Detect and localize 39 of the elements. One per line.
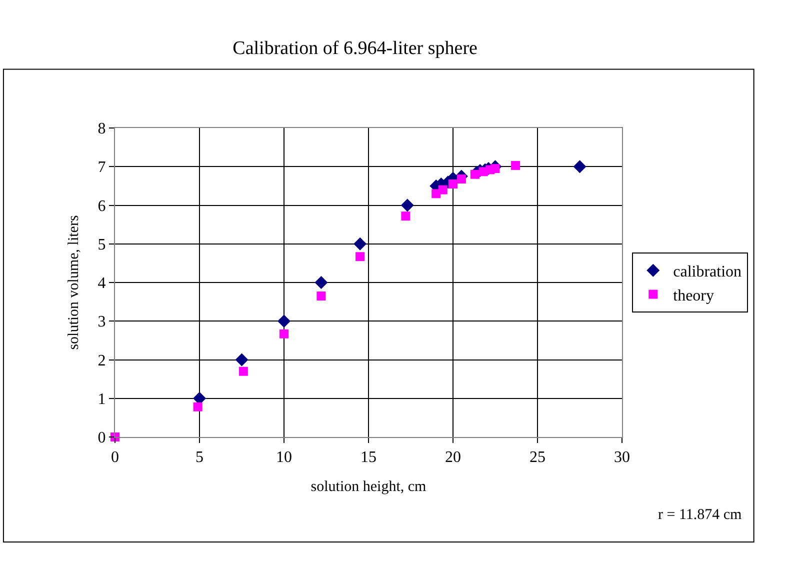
y-tick-label: 8: [98, 120, 106, 138]
x-tick-label: 5: [196, 449, 204, 466]
y-tick-label: 3: [98, 314, 106, 331]
point: [354, 237, 367, 250]
point: [400, 198, 414, 212]
point: [235, 353, 248, 366]
point: [314, 276, 328, 289]
chart-title: Calibration of 6.964-liter sphere: [232, 38, 478, 59]
point: [448, 180, 458, 189]
x-tick-label: 15: [360, 449, 376, 466]
y-axis-title: solution volume, liters: [66, 215, 82, 350]
point: [511, 160, 520, 170]
point: [438, 185, 448, 194]
point: [316, 292, 326, 301]
legend-label: calibration: [673, 264, 742, 281]
y-tick-label: 5: [98, 236, 106, 254]
point: [401, 212, 410, 221]
point: [280, 329, 288, 338]
x-tick-label: 10: [276, 449, 292, 466]
point: [573, 160, 586, 174]
point: [356, 252, 365, 262]
y-tick-label: 1: [98, 390, 106, 408]
y-tick-label: 6: [98, 198, 106, 215]
y-tick-label: 2: [98, 352, 106, 370]
y-tick-label: 4: [98, 275, 106, 292]
point: [470, 170, 480, 179]
x-tick-label: 30: [614, 449, 630, 466]
y-tick-label: 0: [98, 430, 106, 447]
legend-label: theory: [673, 287, 714, 304]
y-tick-label: 7: [98, 159, 106, 176]
point: [278, 314, 290, 328]
text: r = 11.874 cm: [658, 507, 742, 523]
point: [193, 402, 202, 412]
point: [456, 174, 466, 184]
x-tick-label: 25: [530, 449, 546, 466]
point: [238, 366, 248, 376]
x-tick-label: 20: [445, 449, 461, 466]
x-axis-title: solution height, cm: [310, 479, 427, 496]
x-tick-label: 0: [111, 449, 119, 466]
